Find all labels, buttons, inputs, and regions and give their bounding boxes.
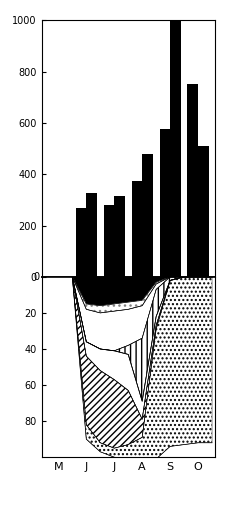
Text: 0: 0 xyxy=(34,272,40,282)
Bar xyxy=(132,181,142,277)
Bar xyxy=(198,146,209,277)
Bar xyxy=(142,154,153,277)
Bar xyxy=(104,205,114,277)
Bar xyxy=(170,8,181,277)
Bar xyxy=(159,130,170,277)
Bar xyxy=(76,208,86,277)
Bar xyxy=(86,194,97,277)
Bar xyxy=(114,196,125,277)
Bar xyxy=(187,84,198,277)
Text: 1048: 1048 xyxy=(0,507,1,508)
